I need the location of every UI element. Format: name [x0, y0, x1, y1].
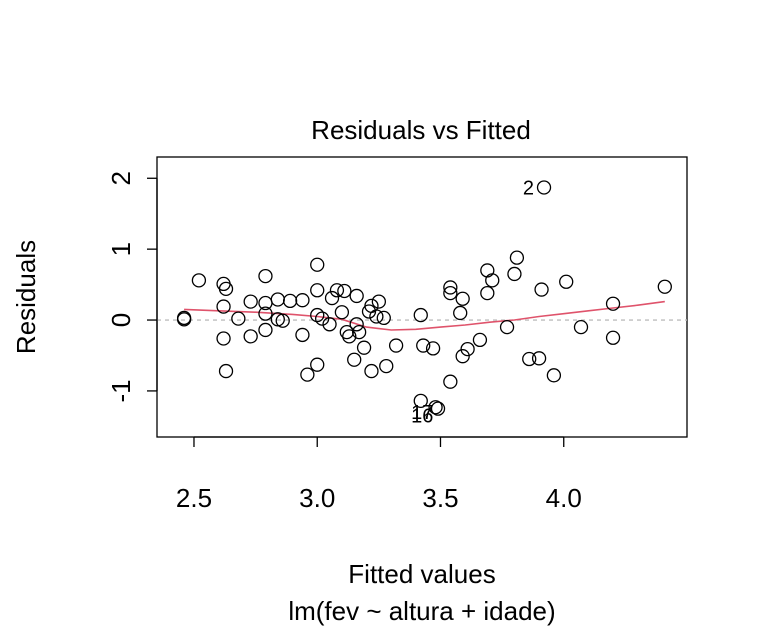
x-tick-label: 4.0: [546, 483, 582, 513]
data-point: [371, 294, 387, 309]
data-point: [369, 309, 384, 324]
x-axis-label: Fitted values: [348, 559, 495, 589]
data-point: [455, 349, 470, 364]
point-annotation: 17: [411, 402, 433, 424]
data-point: [507, 266, 522, 282]
data-point: [243, 294, 258, 309]
data-point: [310, 307, 325, 323]
data-point: [536, 180, 552, 195]
data-point: [522, 351, 537, 367]
x-tick-label: 2.5: [176, 483, 212, 513]
data-point: [342, 329, 357, 344]
point-annotation: 16: [411, 406, 433, 428]
data-point: [605, 296, 621, 311]
smooth-layer: [184, 300, 665, 331]
data-point: [243, 329, 258, 344]
data-point: [425, 341, 441, 356]
data-point: [176, 310, 192, 326]
data-point: [310, 257, 325, 272]
chart-subtitle: lm(fev ~ altura + idade): [288, 596, 555, 626]
data-point: [413, 307, 428, 323]
data-point: [295, 327, 310, 343]
data-point: [329, 283, 345, 298]
data-point: [310, 283, 325, 298]
data-point: [379, 358, 394, 374]
data-point: [218, 363, 234, 379]
data-point: [546, 368, 562, 383]
data-point: [573, 319, 589, 335]
data-point: [347, 352, 362, 367]
data-point: [453, 305, 468, 321]
data-point: [364, 363, 379, 379]
x-axis: 2.5 3.0 3.5 4.0: [176, 436, 582, 513]
data-point: [322, 317, 337, 332]
data-point: [300, 367, 315, 382]
data-point: [388, 338, 404, 353]
data-point: [334, 305, 350, 320]
data-point: [413, 393, 428, 408]
data-point: [337, 283, 352, 299]
data-point: [216, 331, 231, 346]
point-annotation: 2: [523, 177, 534, 199]
y-tick-label: 2: [106, 171, 136, 185]
x-tick-label: 3.5: [422, 483, 458, 513]
data-point: [349, 317, 364, 332]
data-point: [455, 291, 470, 306]
data-point: [480, 285, 495, 301]
y-tick-label: 0: [106, 313, 136, 327]
data-point: [605, 330, 621, 345]
smooth-trend-line: [184, 300, 665, 331]
data-point: [216, 299, 231, 314]
data-point: [231, 311, 246, 326]
data-point: [416, 338, 431, 353]
data-point: [531, 351, 547, 366]
data-point: [559, 274, 574, 289]
data-point: [349, 288, 364, 304]
data-point: [460, 341, 475, 357]
data-point: [351, 324, 367, 340]
data-point: [376, 310, 391, 326]
data-point: [443, 280, 458, 295]
y-axis: -1 0 1 2: [106, 171, 158, 402]
data-point: [282, 293, 298, 309]
y-tick-label: 1: [106, 242, 136, 256]
data-point: [428, 400, 443, 415]
data-point: [315, 311, 330, 326]
data-point: [499, 319, 515, 335]
data-point: [270, 292, 285, 307]
data-point: [472, 332, 488, 348]
data-point: [534, 282, 549, 297]
data-point: [443, 374, 458, 389]
data-point: [218, 281, 234, 296]
data-point: [356, 340, 372, 355]
data-point: [509, 250, 525, 265]
data-point: [430, 401, 446, 416]
data-point: [657, 279, 672, 294]
data-point: [275, 313, 290, 328]
data-point: [191, 273, 207, 288]
data-point: [310, 357, 325, 372]
y-tick-label: -1: [106, 379, 136, 402]
data-point: [324, 290, 340, 306]
data-point: [258, 322, 273, 338]
data-point: [258, 268, 273, 284]
points-layer: [176, 180, 672, 416]
data-point: [443, 285, 458, 301]
data-point: [258, 306, 273, 321]
y-axis-label: Residuals: [11, 240, 41, 354]
data-point: [485, 273, 500, 288]
x-tick-label: 3.0: [299, 483, 335, 513]
data-point: [480, 263, 495, 278]
chart-title: Residuals vs Fitted: [311, 115, 531, 145]
data-point: [295, 293, 310, 308]
